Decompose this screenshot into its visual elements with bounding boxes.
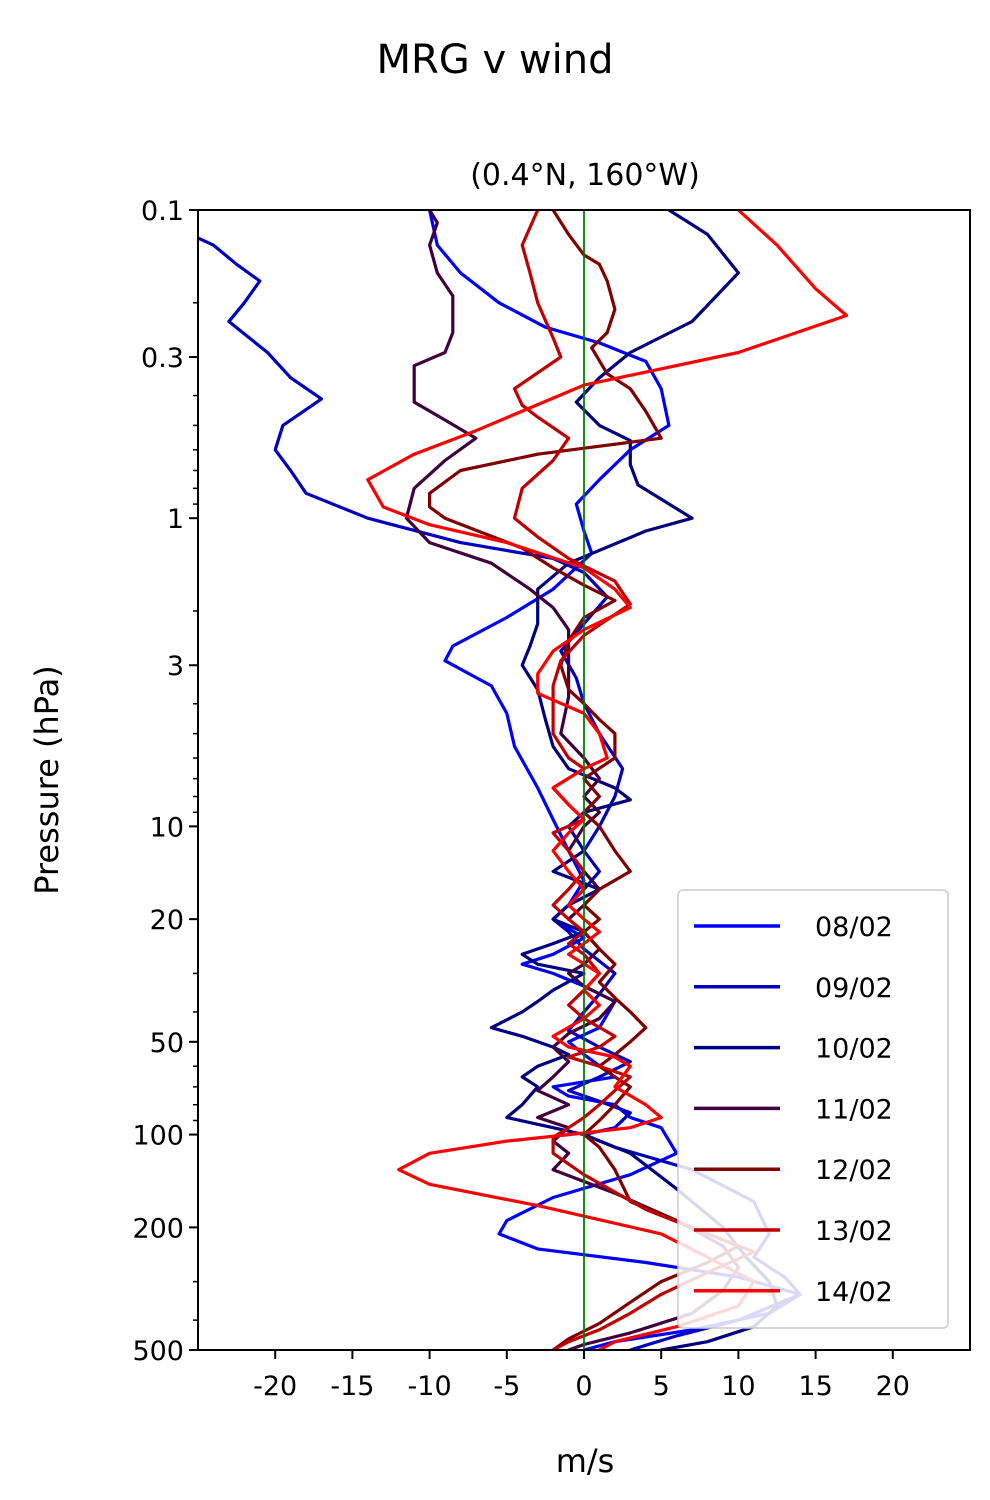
series-line-13-02 [512, 210, 756, 1350]
y-tick-label: 50 [150, 1028, 184, 1059]
legend: 08/02 09/02 10/02 11/02 12/02 13/02 14/02 [677, 889, 949, 1329]
y-axis: 0.1 0.3 1 3 10 20 50 100 200 500 [132, 196, 198, 1367]
y-tick-label: 100 [132, 1121, 184, 1152]
y-tick-label: 20 [150, 905, 184, 936]
legend-label: 08/02 [815, 912, 893, 943]
x-tick-label: 5 [653, 1371, 670, 1402]
y-tick-label: 500 [132, 1336, 184, 1367]
x-tick-label: -5 [493, 1371, 520, 1402]
x-tick-label: 10 [721, 1371, 755, 1402]
legend-label: 12/02 [815, 1155, 893, 1186]
series-line-14-02 [366, 210, 849, 1350]
series-layer [198, 210, 849, 1350]
legend-label: 13/02 [815, 1216, 893, 1247]
legend-box [677, 889, 949, 1329]
legend-label: 09/02 [815, 973, 893, 1004]
legend-label: 11/02 [815, 1094, 893, 1125]
legend-label: 10/02 [815, 1034, 893, 1065]
x-tick-label: -20 [253, 1371, 297, 1402]
chart-title: MRG v wind [377, 37, 614, 83]
x-tick-label: -10 [408, 1371, 452, 1402]
x-tick-label: 0 [575, 1371, 592, 1402]
chart-subtitle: (0.4°N, 160°W) [470, 158, 700, 193]
x-axis: -20 -15 -10 -5 0 5 10 15 20 [253, 1350, 910, 1402]
x-tick-label: 15 [798, 1371, 832, 1402]
y-tick-label: 200 [132, 1213, 184, 1244]
x-axis-label: m/s [556, 1442, 615, 1480]
y-axis-label: Pressure (hPa) [28, 665, 66, 895]
y-tick-label: 10 [150, 812, 184, 843]
y-tick-label: 1 [167, 504, 184, 535]
y-tick-label: 0.1 [141, 196, 184, 227]
series-line-12-02 [428, 210, 740, 1350]
legend-label: 14/02 [815, 1277, 893, 1308]
x-tick-label: -15 [330, 1371, 374, 1402]
x-tick-label: 20 [876, 1371, 910, 1402]
y-tick-label: 3 [167, 651, 184, 682]
y-tick-label: 0.3 [141, 343, 184, 374]
